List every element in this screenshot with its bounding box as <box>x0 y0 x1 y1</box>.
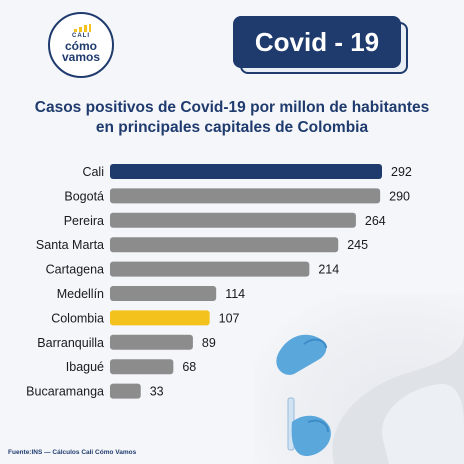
value-label-medellin: 114 <box>225 287 245 301</box>
gloved-hand-illustration <box>276 334 464 464</box>
category-label-santa-marta: Santa Marta <box>36 238 104 252</box>
category-label-bucaramanga: Bucaramanga <box>26 385 104 399</box>
category-label-colombia: Colombia <box>51 311 104 325</box>
chart-title-line-1: Casos positivos de Covid-19 por millon d… <box>34 99 430 116</box>
category-label-pereira: Pereira <box>64 214 104 228</box>
bar-ibague <box>110 359 174 375</box>
cali-como-vamos-logo: CALI cómo vamos <box>48 12 114 78</box>
logo-city: CALI <box>72 33 90 39</box>
bar-medellin <box>110 286 217 301</box>
chart-title-line-2: en principales capitales de Colombia <box>95 119 369 136</box>
bar-bucaramanga <box>110 383 141 399</box>
bar-barranquilla <box>110 334 193 350</box>
value-label-santa-marta: 245 <box>347 238 368 252</box>
logo-line-2: vamos <box>61 50 101 64</box>
value-label-bucaramanga: 33 <box>150 385 164 399</box>
value-label-colombia: 107 <box>219 311 240 325</box>
value-label-ibague: 68 <box>182 360 196 374</box>
value-label-barranquilla: 89 <box>202 336 216 350</box>
value-label-pereira: 264 <box>365 214 386 228</box>
category-label-ibague: Ibagué <box>66 360 104 374</box>
bar-pereira <box>110 212 356 228</box>
category-label-cali: Cali <box>82 165 104 179</box>
category-label-barranquilla: Barranquilla <box>37 336 104 350</box>
category-label-bogota: Bogotá <box>64 189 104 203</box>
value-label-bogota: 290 <box>389 189 410 203</box>
bar-cali <box>110 164 382 179</box>
covid-badge: Covid - 19 <box>233 16 401 68</box>
logo-bars-icon <box>74 24 92 32</box>
logo-line-1: cómo <box>64 39 97 53</box>
value-label-cali: 292 <box>391 165 412 179</box>
category-label-medellin: Medellín <box>57 287 104 301</box>
category-label-cartagena: Cartagena <box>46 263 104 277</box>
bar-bogota <box>110 188 381 204</box>
value-label-cartagena: 214 <box>318 263 339 277</box>
bar-colombia <box>110 310 210 326</box>
bar-santa-marta <box>110 237 339 253</box>
source-note: Fuente:INS — Cálculos Cali Cómo Vamos <box>8 449 137 456</box>
chart-title: Casos positivos de Covid-19 por millon d… <box>0 98 464 138</box>
bar-cartagena <box>110 261 310 277</box>
